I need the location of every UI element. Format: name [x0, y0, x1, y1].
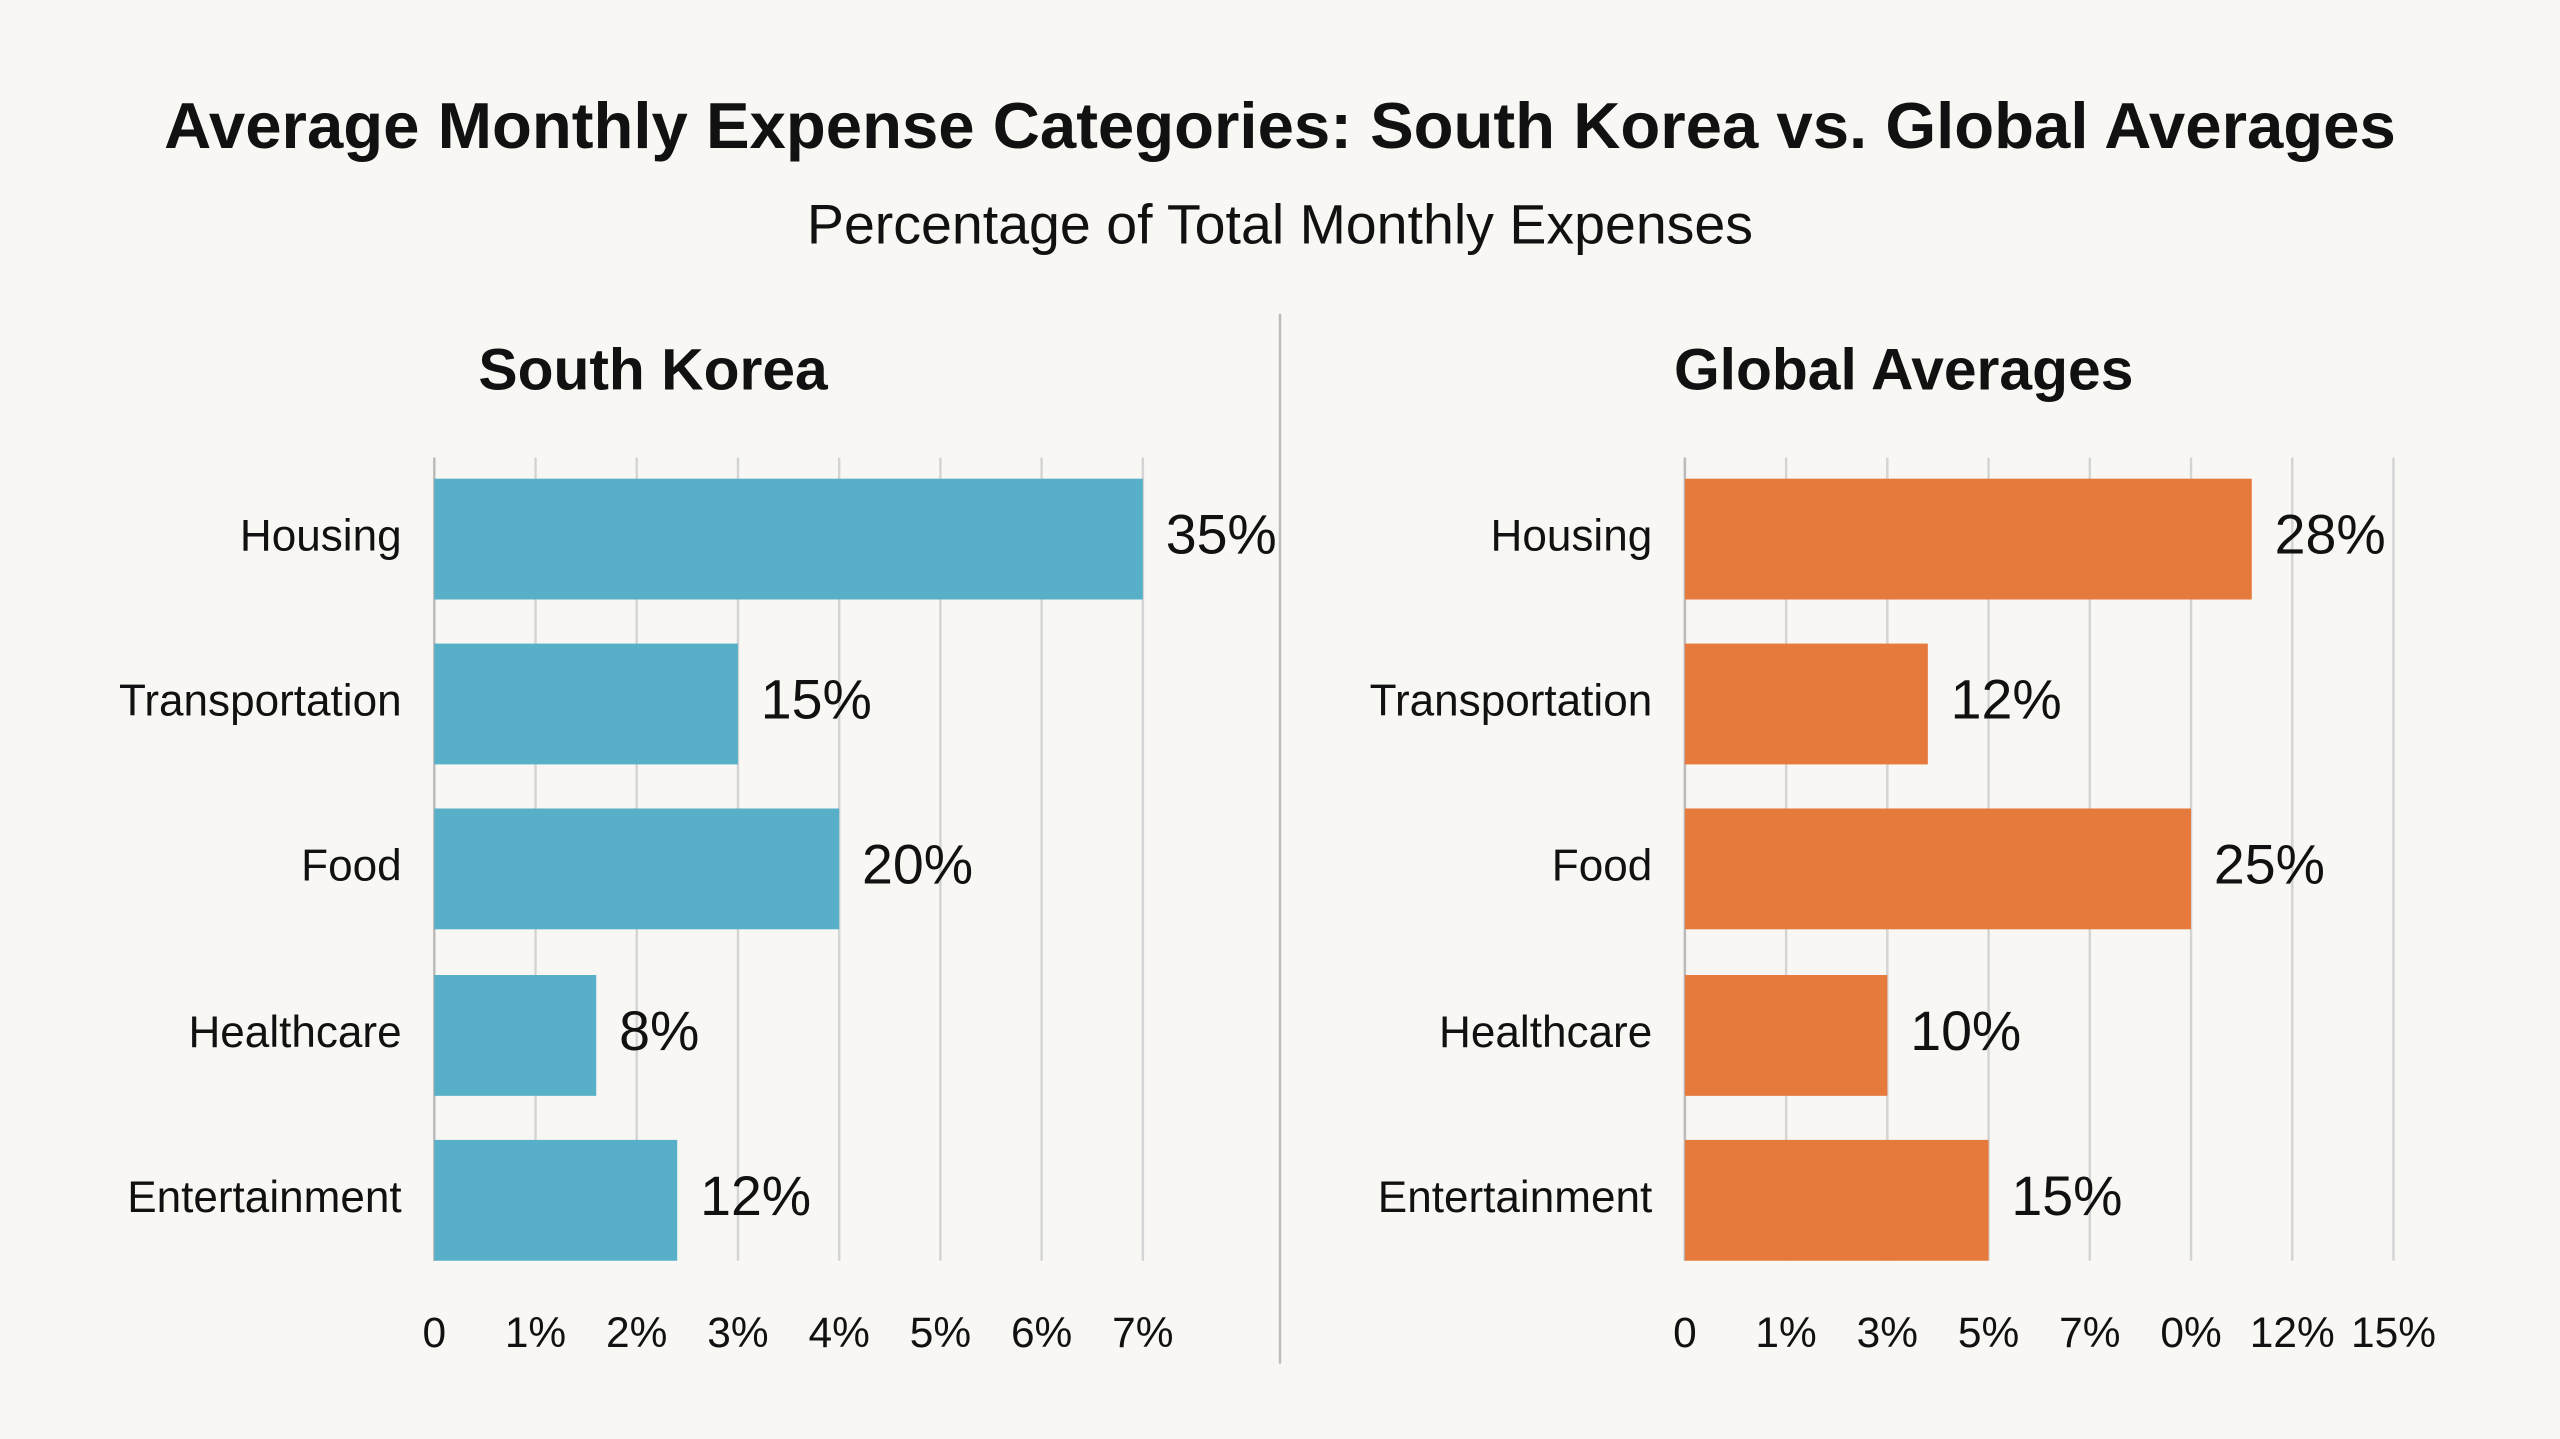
value-label: 28% — [2275, 504, 2386, 566]
bar — [434, 808, 840, 930]
bar — [434, 478, 1143, 600]
value-label: 12% — [700, 1165, 811, 1227]
x-tick-label: 6% — [1011, 1309, 1072, 1356]
x-tick-label: 1% — [505, 1309, 566, 1356]
y-tick-label: Housing — [240, 512, 402, 561]
x-tick-label: 12% — [2250, 1309, 2335, 1356]
y-tick-label: Transportation — [1370, 677, 1653, 726]
x-tick-label: 5% — [1958, 1309, 2019, 1356]
panel-title: Global Averages — [1674, 338, 2133, 403]
x-tick-label: 3% — [1857, 1309, 1918, 1356]
bar — [434, 643, 738, 765]
panel-title: South Korea — [478, 338, 829, 403]
x-tick-label: 15% — [2351, 1309, 2436, 1356]
y-tick-label: Transportation — [119, 677, 402, 726]
x-tick-label: 4% — [809, 1309, 870, 1356]
chart-subtitle: Percentage of Total Monthly Expenses — [807, 194, 1753, 256]
y-tick-label: Entertainment — [127, 1173, 401, 1222]
bar — [434, 975, 597, 1096]
bar — [1684, 643, 1928, 765]
x-tick-label: 1% — [1755, 1309, 1816, 1356]
value-label: 12% — [1951, 669, 2062, 731]
value-label: 20% — [862, 834, 973, 896]
value-label: 15% — [2011, 1165, 2122, 1227]
value-label: 10% — [1910, 1000, 2021, 1062]
bar — [1684, 975, 1888, 1096]
bar — [434, 1139, 678, 1261]
y-tick-label: Housing — [1491, 512, 1653, 561]
value-label: 35% — [1166, 504, 1277, 566]
value-label: 25% — [2214, 834, 2325, 896]
bar — [1684, 1139, 1989, 1261]
y-tick-label: Healthcare — [1439, 1008, 1652, 1057]
x-tick-label: 5% — [910, 1309, 971, 1356]
x-tick-label: 3% — [707, 1309, 768, 1356]
x-tick-label: 7% — [2059, 1309, 2120, 1356]
x-tick-label: 7% — [1112, 1309, 1173, 1356]
x-tick-label: 2% — [606, 1309, 667, 1356]
chart-title: Average Monthly Expense Categories: Sout… — [164, 89, 2396, 162]
bar — [1684, 808, 2192, 930]
y-tick-label: Healthcare — [188, 1008, 401, 1057]
y-tick-label: Entertainment — [1378, 1173, 1652, 1222]
y-tick-label: Food — [1552, 842, 1652, 891]
value-label: 15% — [761, 669, 872, 731]
x-tick-label: 0 — [1673, 1309, 1697, 1356]
y-tick-label: Food — [301, 842, 401, 891]
value-label: 8% — [619, 1000, 699, 1062]
bar — [1684, 478, 2252, 600]
x-tick-label: 0 — [422, 1309, 446, 1356]
x-tick-label: 0% — [2160, 1309, 2221, 1356]
